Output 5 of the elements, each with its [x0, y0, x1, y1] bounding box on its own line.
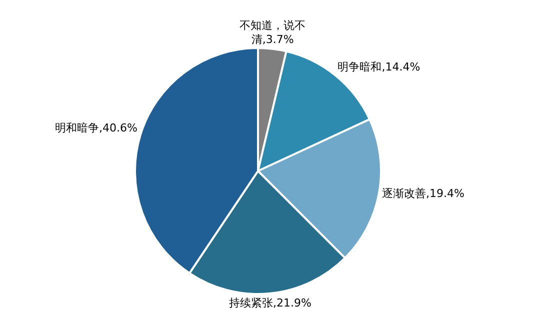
slice-label: 逐渐改善,19.4% [382, 187, 465, 200]
slice-label: 明和暗争,40.6% [55, 121, 138, 134]
slice-label: 明争暗和,14.4% [338, 60, 420, 74]
slice-label: 不知道，说不清,3.7% [240, 18, 306, 46]
slice-label: 持续紧张,21.9% [229, 296, 312, 310]
